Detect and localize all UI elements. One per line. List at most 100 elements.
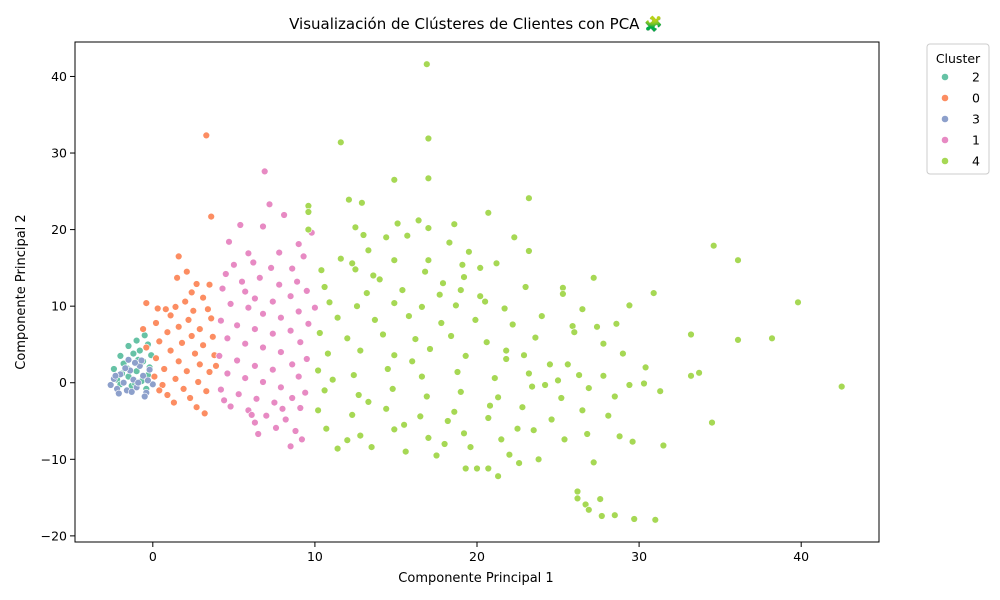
point-cluster-1: [251, 294, 259, 303]
y-axis-label: Componente Principal 2: [14, 214, 29, 369]
point-cluster-1: [303, 287, 311, 295]
point-cluster-4: [353, 302, 361, 310]
point-cluster-0: [171, 375, 180, 383]
point-cluster-4: [418, 372, 426, 381]
point-cluster-0: [183, 268, 191, 276]
point-cluster-4: [554, 376, 562, 385]
point-cluster-1: [215, 352, 224, 360]
point-cluster-0: [173, 274, 181, 282]
point-cluster-4: [589, 458, 598, 467]
point-cluster-4: [734, 256, 742, 264]
point-cluster-4: [500, 304, 509, 313]
point-cluster-4: [436, 291, 444, 299]
y-tick-label: 20: [51, 222, 67, 237]
point-cluster-4: [599, 340, 608, 348]
point-cluster-4: [599, 372, 608, 380]
point-cluster-4: [484, 414, 492, 422]
point-cluster-1: [238, 278, 246, 286]
point-cluster-4: [492, 259, 501, 267]
point-cluster-0: [181, 297, 189, 306]
point-cluster-4: [589, 274, 598, 282]
point-cluster-1: [295, 240, 303, 248]
point-cluster-4: [460, 273, 468, 281]
point-cluster-4: [484, 209, 492, 217]
point-cluster-4: [630, 515, 638, 523]
point-cluster-4: [476, 292, 484, 300]
point-cluster-0: [175, 252, 183, 261]
point-cluster-4: [575, 371, 583, 379]
point-cluster-1: [233, 356, 241, 365]
point-cluster-0: [171, 303, 180, 311]
point-cluster-3: [106, 381, 115, 389]
point-cluster-0: [196, 360, 204, 369]
point-cluster-1: [248, 411, 256, 419]
point-cluster-1: [288, 264, 296, 273]
point-cluster-4: [343, 436, 351, 444]
point-cluster-4: [502, 355, 510, 363]
point-cluster-4: [529, 426, 538, 434]
point-cluster-4: [476, 264, 484, 272]
point-cluster-3: [149, 380, 157, 388]
point-cluster-1: [301, 389, 309, 397]
point-cluster-4: [560, 435, 569, 444]
legend-label-1: 1: [972, 133, 980, 148]
point-cluster-4: [333, 314, 342, 322]
point-cluster-4: [403, 232, 411, 240]
legend-marker-2: [941, 73, 949, 81]
point-cluster-4: [414, 216, 423, 225]
point-cluster-0: [192, 280, 201, 288]
point-cluster-4: [304, 202, 313, 210]
point-cluster-4: [304, 208, 313, 216]
point-cluster-1: [267, 264, 275, 272]
point-cluster-4: [426, 345, 434, 353]
point-cluster-1: [251, 362, 259, 370]
point-cluster-4: [462, 352, 470, 360]
point-cluster-4: [546, 360, 554, 369]
point-cluster-3: [111, 372, 120, 380]
point-cluster-3: [141, 392, 149, 401]
point-cluster-4: [343, 334, 351, 342]
point-cluster-0: [175, 323, 183, 331]
point-cluster-4: [486, 402, 494, 410]
point-cluster-4: [625, 381, 634, 389]
point-cluster-0: [142, 299, 151, 307]
point-cluster-1: [270, 398, 279, 407]
point-cluster-4: [525, 247, 533, 255]
point-cluster-4: [515, 459, 523, 467]
y-tick-label: 30: [51, 146, 67, 161]
point-cluster-4: [322, 425, 330, 433]
point-cluster-1: [259, 343, 267, 352]
point-cluster-4: [497, 435, 505, 444]
point-cluster-4: [570, 328, 578, 336]
point-cluster-0: [199, 294, 207, 302]
point-cluster-1: [277, 314, 285, 322]
point-cluster-4: [596, 495, 604, 503]
point-cluster-1: [226, 300, 235, 308]
point-cluster-1: [269, 330, 277, 338]
point-cluster-4: [734, 336, 742, 344]
point-cluster-4: [578, 406, 587, 414]
point-cluster-2: [136, 346, 144, 355]
point-cluster-0: [186, 394, 194, 402]
point-cluster-0: [142, 343, 151, 352]
point-cluster-4: [424, 224, 433, 232]
point-cluster-4: [418, 303, 426, 311]
point-cluster-4: [518, 403, 527, 411]
point-cluster-1: [241, 374, 249, 382]
point-cluster-0: [188, 332, 196, 340]
point-cluster-4: [325, 298, 334, 306]
point-cluster-0: [162, 305, 170, 313]
point-cluster-4: [390, 176, 398, 184]
point-cluster-3: [115, 389, 123, 398]
point-cluster-4: [528, 382, 536, 391]
point-cluster-0: [207, 314, 215, 323]
point-cluster-4: [547, 415, 556, 424]
point-cluster-4: [457, 388, 465, 396]
point-cluster-0: [139, 325, 147, 333]
point-cluster-4: [304, 225, 313, 234]
point-cluster-0: [158, 381, 167, 389]
point-cluster-0: [155, 386, 164, 395]
point-cluster-0: [202, 131, 211, 140]
point-cluster-4: [473, 464, 481, 473]
